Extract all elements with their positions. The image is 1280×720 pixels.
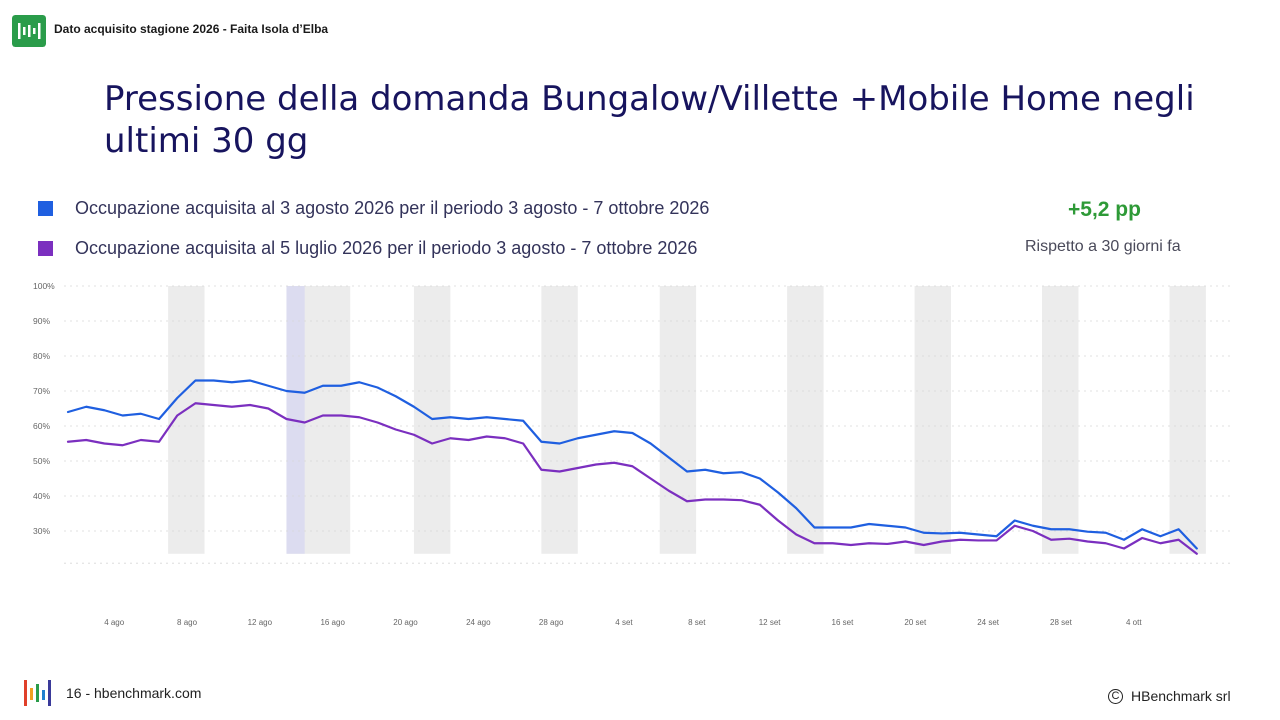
y-tick-label: 90%: [33, 316, 50, 326]
x-tick-label: 12 ago: [248, 618, 273, 627]
copyright: C HBenchmark srl: [1108, 688, 1231, 704]
series-line-purple: [66, 402, 1198, 555]
y-tick-label: 100%: [33, 281, 55, 291]
y-tick-label: 80%: [33, 351, 50, 361]
legend-swatch-purple: [38, 241, 53, 256]
y-tick-label: 30%: [33, 526, 50, 536]
header-title: Dato acquisito stagione 2026 - Faita Iso…: [54, 22, 329, 36]
x-tick-label: 4 ago: [104, 618, 125, 627]
copyright-icon: C: [1108, 688, 1123, 704]
y-tick-label: 50%: [33, 456, 50, 466]
x-tick-label: 28 set: [1050, 618, 1073, 627]
y-tick-label: 60%: [33, 421, 50, 431]
hbenchmark-logo-icon: [24, 680, 51, 706]
x-tick-label: 16 ago: [320, 618, 345, 627]
legend-swatch-blue: [38, 201, 53, 216]
weekend-band: [1042, 286, 1079, 554]
weekend-band: [1169, 286, 1206, 554]
delta-value: +5,2 pp: [1068, 198, 1141, 221]
x-tick-label: 8 ago: [177, 618, 198, 627]
series-line-blue: [66, 379, 1198, 550]
copyright-text: HBenchmark srl: [1131, 688, 1231, 704]
x-tick-label: 12 set: [759, 618, 782, 627]
weekend-band: [541, 286, 578, 554]
x-tick-label: 4 set: [615, 618, 633, 627]
delta-caption: Rispetto a 30 giorni fa: [1025, 238, 1181, 255]
x-tick-label: 20 ago: [393, 618, 418, 627]
x-tick-label: 24 ago: [466, 618, 491, 627]
x-tick-label: 20 set: [904, 618, 927, 627]
x-tick-label: 16 set: [832, 618, 855, 627]
legend-item-purple: Occupazione acquisita al 5 luglio 2026 p…: [38, 238, 697, 259]
weekend-band: [914, 286, 952, 554]
hbenchmark-logo-icon: [12, 15, 46, 47]
y-tick-label: 40%: [33, 491, 50, 501]
occupancy-line-chart: 30% 40% 50% 60% 70% 80% 90% 100% 4 ago 8 ago 12 ag…: [33, 281, 1230, 627]
footer-page-label: 16 - hbenchmark.com: [66, 685, 202, 701]
legend-label-blue: Occupazione acquisita al 3 agosto 2026 p…: [75, 198, 710, 218]
legend-label-purple: Occupazione acquisita al 5 luglio 2026 p…: [75, 238, 698, 258]
legend-item-blue: Occupazione acquisita al 3 agosto 2026 p…: [38, 198, 709, 219]
weekend-band: [787, 286, 824, 554]
x-tick-label: 8 set: [688, 618, 706, 627]
y-tick-label: 70%: [33, 386, 50, 396]
x-tick-label: 4 ott: [1126, 618, 1142, 627]
weekend-band: [659, 286, 697, 554]
x-tick-label: 24 set: [977, 618, 1000, 627]
page-title: Pressione della domanda Bungalow/Villett…: [104, 79, 1195, 161]
x-tick-label: 28 ago: [539, 618, 564, 627]
